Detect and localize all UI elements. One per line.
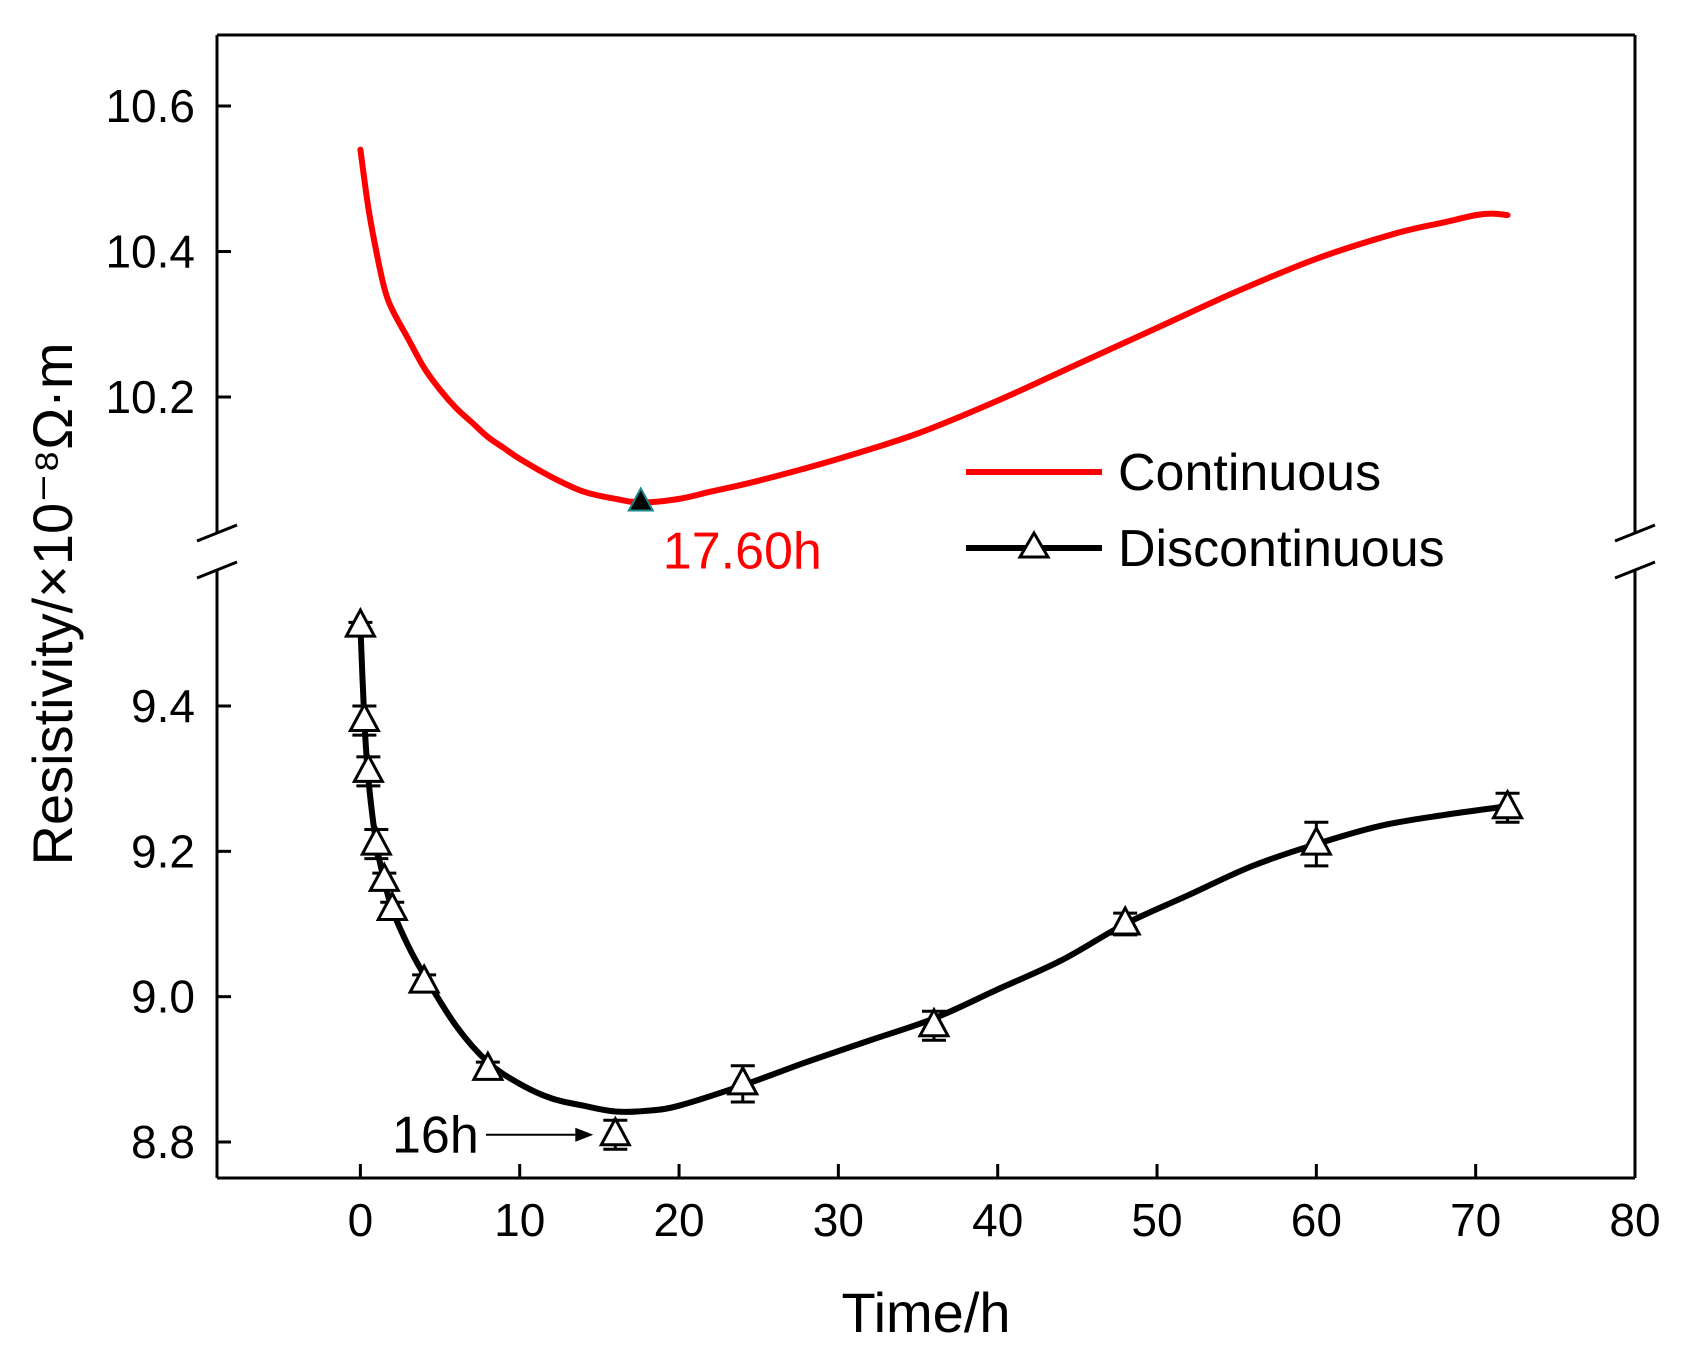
x-tick-label-10: 10: [494, 1194, 545, 1246]
x-tick-label-20: 20: [653, 1194, 704, 1246]
data-point-triangle: [367, 861, 401, 892]
y-tick-label-9.4: 9.4: [131, 680, 195, 732]
x-tick-label-60: 60: [1291, 1194, 1342, 1246]
y-tick-label-8.8: 8.8: [131, 1116, 195, 1168]
y-tick-label-9.2: 9.2: [131, 825, 195, 877]
x-tick-label-80: 80: [1609, 1194, 1660, 1246]
data-point-triangle: [351, 752, 385, 783]
minimum-marker-continuous: [627, 486, 655, 512]
y-tick-label-10.2: 10.2: [105, 371, 195, 423]
x-axis-title: Time/h: [841, 1281, 1010, 1344]
data-point-triangle: [1299, 824, 1333, 856]
series-continuous: [357, 146, 1511, 506]
legend: Continuous Discontinuous: [966, 444, 1445, 578]
annotation-arrow-head: [575, 1127, 594, 1142]
legend-label-discontinuous: Discontinuous: [1118, 520, 1445, 578]
y-tick-label-10.4: 10.4: [105, 226, 195, 278]
x-axis-ticks: 0 10 20 30 40 50 60 70 80: [348, 1164, 1661, 1246]
x-tick-label-0: 0: [348, 1194, 374, 1246]
data-point-triangle: [375, 890, 409, 921]
data-point-triangle: [1108, 904, 1142, 936]
y-axis-ticks: 10.6 10.4 10.2 9.4 9.2 9.0 8.8: [105, 80, 231, 1168]
annotations: 17.60h 16h: [392, 486, 822, 1165]
annotation-continuous-minimum: 17.60h: [663, 522, 822, 580]
plot-frame: [215, 33, 1637, 1180]
data-point-triangle: [347, 701, 381, 733]
legend-marker-triangle: [1017, 530, 1051, 559]
data-point-triangle: [917, 1006, 951, 1038]
x-tick-label-70: 70: [1450, 1194, 1501, 1246]
axis-break-mark-left-top: [196, 523, 238, 543]
y-tick-label-9.0: 9.0: [131, 971, 195, 1023]
data-point-triangle: [407, 962, 441, 994]
x-tick-label-50: 50: [1131, 1194, 1182, 1246]
axis-break-mark-left-bottom: [196, 560, 238, 580]
data-point-triangle: [1491, 788, 1525, 820]
legend-label-continuous: Continuous: [1118, 444, 1381, 502]
data-point-triangle: [471, 1050, 505, 1081]
y-axis-title: Resistivity/×10⁻⁸Ω·m: [21, 343, 84, 866]
data-point-triangle: [343, 606, 377, 638]
axis-break-mark-right-top: [1614, 523, 1656, 543]
axis-break-mark-right-bottom: [1614, 560, 1656, 580]
annotation-discontinuous-minimum: 16h: [392, 1107, 479, 1165]
y-tick-label-10.6: 10.6: [105, 80, 195, 132]
series-line-continuous: [357, 146, 1511, 506]
data-point-triangle: [598, 1115, 632, 1147]
x-tick-label-30: 30: [813, 1194, 864, 1246]
data-point-triangle: [726, 1064, 760, 1096]
axis-break-marks: [196, 523, 1656, 580]
series-discontinuous: [343, 606, 1525, 1151]
data-point-triangle: [359, 824, 393, 856]
x-tick-label-40: 40: [972, 1194, 1023, 1246]
